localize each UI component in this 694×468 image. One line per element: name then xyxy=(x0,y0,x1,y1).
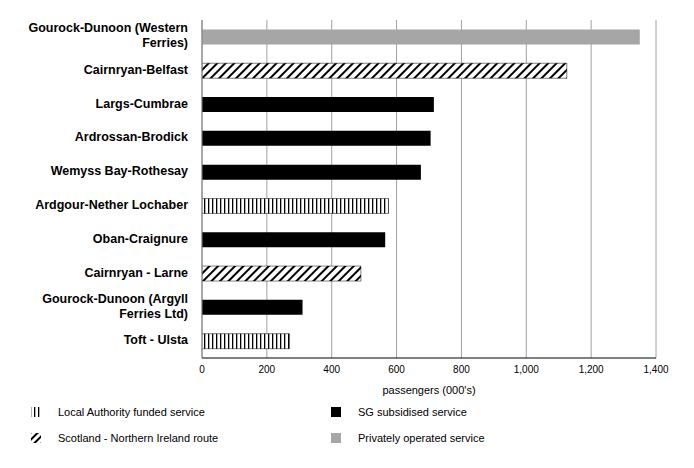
svg-text:1,400: 1,400 xyxy=(643,364,668,375)
html-text:Scotland - Northern Ireland ro: Scotland - Northern Ireland route xyxy=(58,432,219,444)
svg-text:Cairnryan - Larne: Cairnryan - Larne xyxy=(84,266,188,280)
html-text:SG subsidised service: SG subsidised service xyxy=(358,406,467,418)
svg-text:200: 200 xyxy=(259,364,276,375)
svg-text:Ardgour-Nether Lochaber: Ardgour-Nether Lochaber xyxy=(35,198,188,212)
svg-text:1,000: 1,000 xyxy=(514,364,539,375)
svg-text:800: 800 xyxy=(453,364,470,375)
svg-text:Wemyss Bay-Rothesay: Wemyss Bay-Rothesay xyxy=(51,164,188,178)
svg-text:Oban-Craignure: Oban-Craignure xyxy=(93,232,188,246)
svg-text:0: 0 xyxy=(199,364,205,375)
svg-text:passengers (000's): passengers (000's) xyxy=(382,384,475,396)
svg-text:Ardrossan-Brodick: Ardrossan-Brodick xyxy=(75,131,188,145)
svg-text:1,200: 1,200 xyxy=(579,364,604,375)
svg-text:Gourock-Dunoon (WesternFerries: Gourock-Dunoon (WesternFerries) xyxy=(29,22,189,51)
svg-text:600: 600 xyxy=(388,364,405,375)
svg-text:Gourock-Dunoon (ArgyllFerries: Gourock-Dunoon (ArgyllFerries Ltd) xyxy=(42,292,188,321)
svg-text:Toft - Ulsta: Toft - Ulsta xyxy=(124,333,189,347)
html-text:Local Authority funded service: Local Authority funded service xyxy=(58,406,205,418)
svg-text:Cairnryan-Belfast: Cairnryan-Belfast xyxy=(84,63,189,77)
svg-text:Largs-Cumbrae: Largs-Cumbrae xyxy=(96,97,188,111)
html-text:Privately operated service: Privately operated service xyxy=(358,432,485,444)
svg-text:400: 400 xyxy=(323,364,340,375)
